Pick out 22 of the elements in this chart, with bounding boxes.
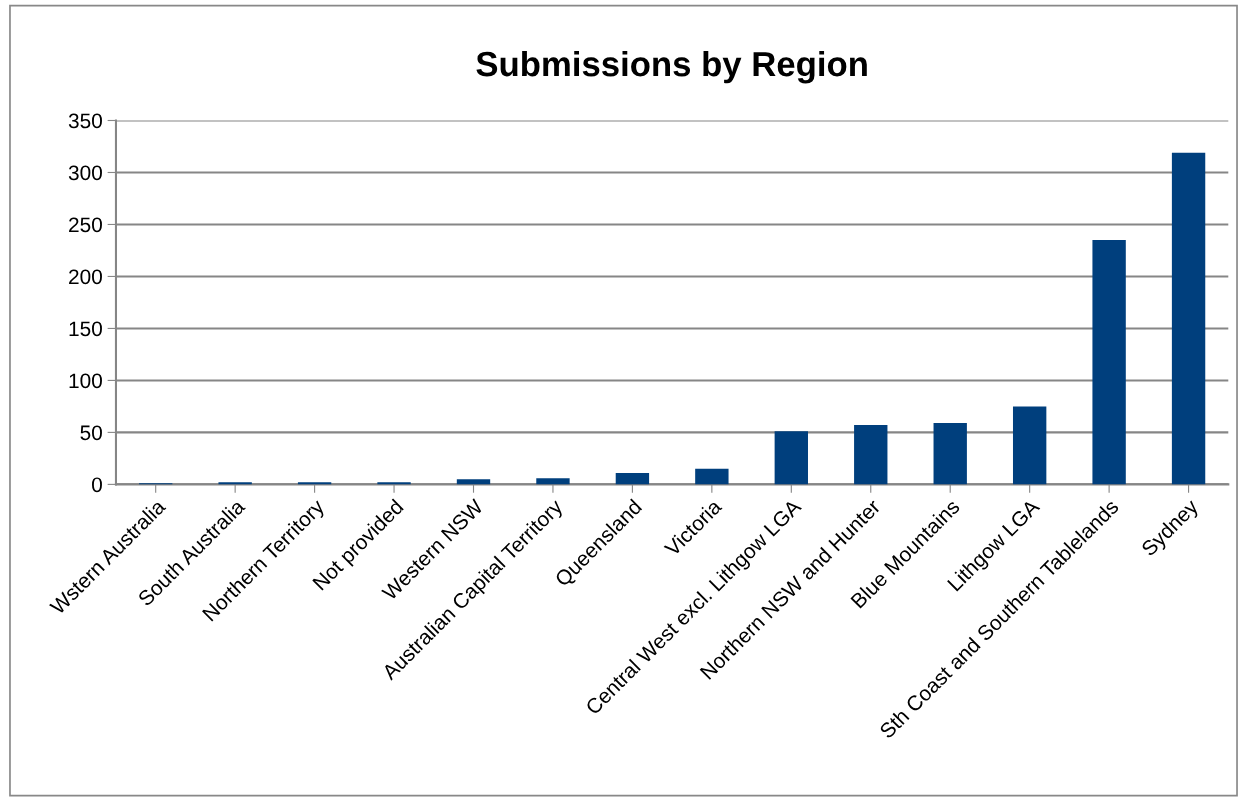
chart-title: Submissions by Region — [476, 50, 867, 84]
y-tick-label: 350 — [68, 113, 102, 129]
bar — [1171, 152, 1206, 485]
bar — [695, 468, 729, 485]
bar — [615, 472, 650, 485]
bar — [297, 482, 332, 485]
bar — [1012, 406, 1047, 485]
bar — [854, 425, 888, 485]
y-tick-label: 50 — [80, 425, 102, 441]
y-tick-label: 200 — [69, 269, 102, 285]
bar — [536, 478, 570, 485]
bar — [218, 482, 252, 485]
bar — [377, 482, 411, 485]
y-tick-label: 250 — [69, 217, 102, 233]
y-tick-label: 0 — [92, 477, 102, 493]
bar — [1092, 240, 1126, 485]
bar — [456, 479, 491, 485]
y-tick-label: 300 — [68, 165, 102, 181]
y-tick-label: 100 — [69, 373, 102, 389]
bar — [774, 431, 808, 485]
bar — [933, 423, 967, 485]
y-tick-label: 150 — [69, 321, 102, 337]
